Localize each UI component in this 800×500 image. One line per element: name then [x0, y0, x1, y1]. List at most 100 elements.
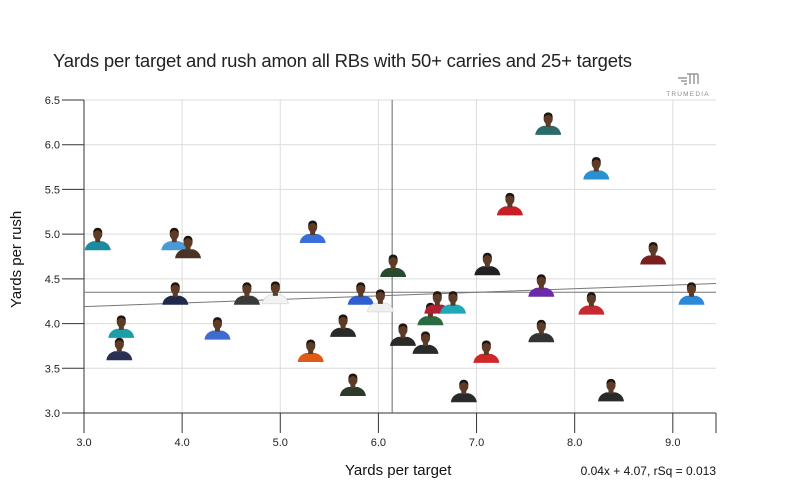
player-headshot-marker — [233, 282, 260, 305]
regression-equation: 0.04x + 4.07, rSq = 0.013 — [580, 464, 716, 478]
player-headshot-marker — [204, 317, 231, 340]
y-tick-label: 4.5 — [45, 274, 60, 286]
hair-shape — [586, 292, 596, 298]
hair-shape — [348, 373, 358, 379]
head-shape — [338, 315, 348, 327]
hair-shape — [212, 317, 223, 323]
neck-shape — [171, 238, 177, 243]
hair-shape — [270, 281, 280, 287]
neck-shape — [650, 252, 656, 257]
player-headshot-marker — [367, 289, 394, 313]
jersey-shape — [299, 234, 326, 244]
player-headshot-marker — [161, 227, 188, 251]
player-headshot-marker — [175, 235, 202, 259]
hair-shape — [543, 112, 553, 118]
x-tick-label: 5.0 — [273, 437, 288, 449]
head-shape — [212, 318, 223, 330]
player-headshot-marker — [640, 242, 667, 265]
neck-shape — [427, 313, 433, 318]
hair-shape — [536, 274, 546, 280]
neck-shape — [538, 284, 544, 289]
player-headshot-marker — [528, 319, 555, 343]
x-axis-label: Yards per target — [345, 462, 452, 479]
head-shape — [448, 292, 458, 304]
hair-shape — [169, 227, 179, 234]
player-headshot-marker — [84, 227, 111, 251]
jersey-shape — [528, 333, 555, 343]
hair-shape — [116, 315, 126, 321]
player-headshot-marker — [162, 282, 189, 305]
head-shape — [432, 292, 442, 304]
player-headshot-marker — [339, 373, 366, 396]
head-shape — [648, 242, 658, 255]
jersey-shape — [297, 352, 324, 362]
hair-shape — [648, 242, 658, 248]
jersey-shape — [106, 351, 133, 361]
hair-shape — [93, 227, 103, 234]
player-headshot-marker — [389, 323, 416, 346]
hair-shape — [306, 339, 316, 345]
regression-line — [83, 283, 717, 308]
x-tick-label: 9.0 — [665, 437, 680, 449]
head-shape — [375, 290, 385, 302]
hair-shape — [388, 254, 398, 261]
neck-shape — [688, 292, 694, 297]
jersey-shape — [84, 241, 111, 251]
head-shape — [586, 292, 596, 305]
neck-shape — [545, 122, 551, 127]
neck-shape — [588, 302, 594, 307]
neck-shape — [538, 330, 544, 335]
hair-shape — [170, 282, 180, 288]
jersey-shape — [347, 295, 374, 305]
head-shape — [169, 228, 179, 240]
neck-shape — [377, 299, 383, 304]
head-shape — [170, 283, 180, 295]
jersey-shape — [339, 386, 366, 396]
jersey-shape — [535, 125, 562, 135]
neck-shape — [484, 263, 490, 268]
neck-shape — [390, 265, 396, 270]
head-shape — [270, 282, 280, 294]
jersey-shape — [412, 344, 439, 354]
hair-shape — [420, 331, 431, 337]
neck-shape — [461, 390, 467, 395]
head-shape — [398, 324, 408, 336]
jersey-shape — [473, 353, 500, 363]
trumedia-logo-icon — [678, 73, 699, 85]
y-tick-label: 3.5 — [45, 363, 60, 375]
trumedia-logo: TRUMEDIA — [660, 72, 716, 98]
y-tick-label: 5.5 — [45, 184, 60, 196]
player-headshot-marker — [528, 274, 555, 297]
hair-shape — [398, 323, 408, 329]
axes: 3.0 3.5 4.0 4.5 5.0 5.5 6.0 6.5 3.0 4.0 5.0 6.0 7.0 8… — [45, 95, 717, 449]
x-tick-label: 8.0 — [567, 437, 582, 449]
hair-shape — [591, 157, 601, 163]
hair-shape — [375, 289, 385, 295]
jersey-shape — [597, 392, 624, 402]
head-shape — [388, 255, 398, 267]
hair-shape — [686, 282, 697, 288]
hair-shape — [482, 252, 492, 259]
neck-shape — [244, 292, 250, 297]
neck-shape — [95, 238, 101, 243]
neck-shape — [116, 348, 122, 353]
neck-shape — [423, 341, 429, 346]
neck-shape — [310, 231, 316, 236]
player-headshot-marker — [450, 379, 477, 403]
player-headshot-marker — [262, 281, 289, 305]
neck-shape — [214, 327, 220, 332]
neck-shape — [608, 389, 614, 394]
x-tick-label: 7.0 — [469, 437, 484, 449]
hair-shape — [356, 282, 366, 288]
x-tick-label: 4.0 — [174, 437, 189, 449]
y-tick-label: 3.0 — [45, 408, 60, 420]
player-headshot-marker — [535, 112, 562, 135]
head-shape — [93, 228, 103, 240]
jersey-shape — [262, 294, 289, 305]
jersey-shape — [450, 393, 477, 403]
player-headshot-marker — [330, 314, 357, 337]
head-shape — [505, 193, 515, 205]
head-shape — [536, 275, 546, 287]
hair-shape — [425, 302, 436, 309]
jersey-shape — [162, 295, 189, 305]
